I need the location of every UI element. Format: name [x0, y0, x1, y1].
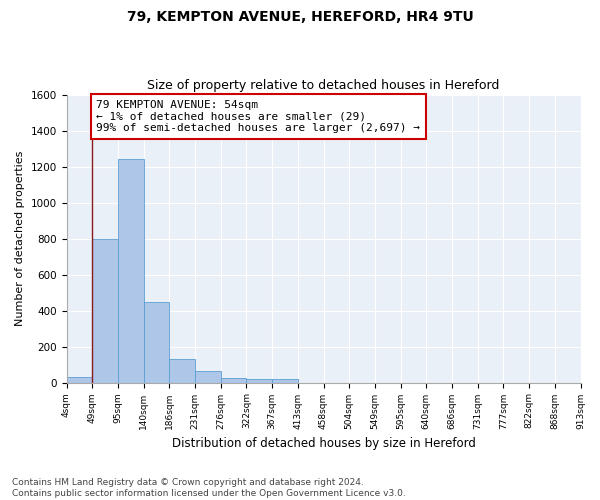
Y-axis label: Number of detached properties: Number of detached properties	[15, 151, 25, 326]
Bar	[169, 359, 195, 382]
Bar	[67, 378, 92, 382]
Text: 79, KEMPTON AVENUE, HEREFORD, HR4 9TU: 79, KEMPTON AVENUE, HEREFORD, HR4 9TU	[127, 10, 473, 24]
Text: Contains HM Land Registry data © Crown copyright and database right 2024.
Contai: Contains HM Land Registry data © Crown c…	[12, 478, 406, 498]
Title: Size of property relative to detached houses in Hereford: Size of property relative to detached ho…	[148, 79, 500, 92]
Bar	[272, 380, 298, 382]
Bar	[221, 378, 247, 382]
Bar	[247, 380, 272, 382]
Text: 79 KEMPTON AVENUE: 54sqm
← 1% of detached houses are smaller (29)
99% of semi-de: 79 KEMPTON AVENUE: 54sqm ← 1% of detache…	[96, 100, 420, 133]
Bar	[143, 302, 169, 382]
Bar	[195, 371, 221, 382]
X-axis label: Distribution of detached houses by size in Hereford: Distribution of detached houses by size …	[172, 437, 475, 450]
Bar	[118, 160, 143, 382]
Bar	[92, 238, 118, 382]
